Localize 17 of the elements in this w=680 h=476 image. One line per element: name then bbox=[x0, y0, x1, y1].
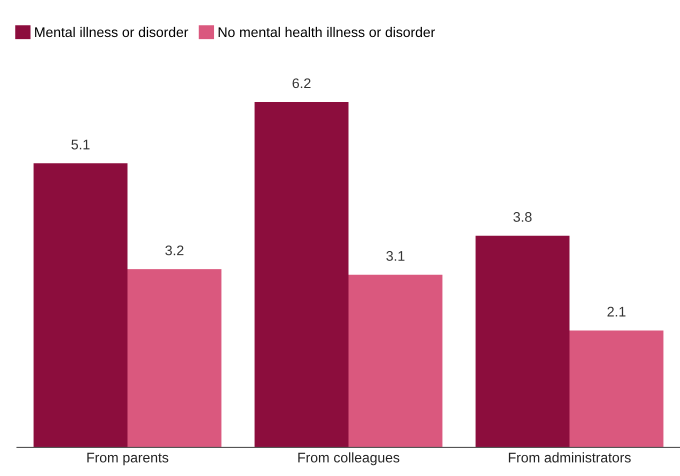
bar bbox=[476, 236, 570, 448]
bar bbox=[34, 163, 128, 448]
bar bbox=[128, 269, 222, 448]
legend-label: No mental health illness or disorder bbox=[218, 26, 435, 38]
legend-label: Mental illness or disorder bbox=[35, 26, 188, 38]
bar bbox=[348, 274, 442, 448]
data-label: 3.2 bbox=[165, 245, 184, 256]
x-tick-label: From colleagues bbox=[298, 452, 400, 466]
data-label: 6.2 bbox=[292, 78, 310, 88]
data-label: 5.1 bbox=[71, 140, 90, 150]
data-label: 2.1 bbox=[608, 306, 626, 316]
data-label: 3.1 bbox=[386, 251, 404, 261]
x-tick-label: From administrators bbox=[508, 452, 631, 463]
bar bbox=[254, 102, 348, 448]
bar bbox=[570, 330, 664, 448]
data-label: 3.8 bbox=[513, 212, 532, 222]
x-tick-label: From parents bbox=[87, 452, 168, 466]
